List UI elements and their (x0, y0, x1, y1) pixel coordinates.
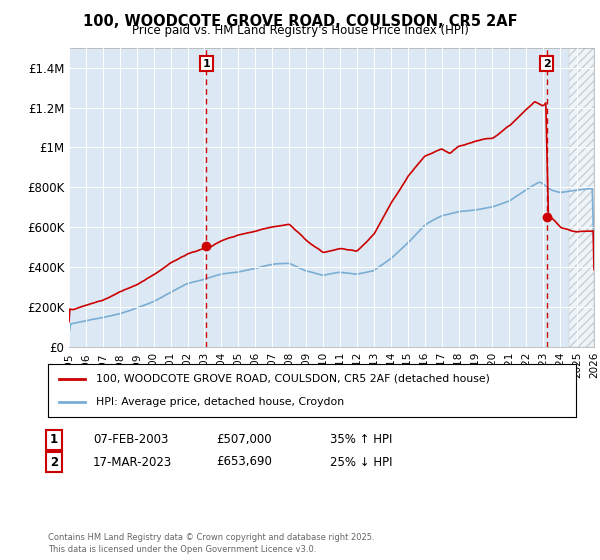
Text: 2: 2 (543, 59, 551, 68)
Text: £653,690: £653,690 (216, 455, 272, 469)
Text: 100, WOODCOTE GROVE ROAD, COULSDON, CR5 2AF (detached house): 100, WOODCOTE GROVE ROAD, COULSDON, CR5 … (95, 374, 490, 384)
Text: HPI: Average price, detached house, Croydon: HPI: Average price, detached house, Croy… (95, 397, 344, 407)
Text: 1: 1 (202, 59, 210, 68)
Text: Contains HM Land Registry data © Crown copyright and database right 2025.
This d: Contains HM Land Registry data © Crown c… (48, 533, 374, 554)
Text: Price paid vs. HM Land Registry's House Price Index (HPI): Price paid vs. HM Land Registry's House … (131, 24, 469, 37)
Text: 1: 1 (50, 433, 58, 446)
Text: 2: 2 (50, 455, 58, 469)
Bar (569, 48, 594, 347)
Text: 100, WOODCOTE GROVE ROAD, COULSDON, CR5 2AF: 100, WOODCOTE GROVE ROAD, COULSDON, CR5 … (83, 14, 517, 29)
Text: 07-FEB-2003: 07-FEB-2003 (93, 433, 169, 446)
Text: 25% ↓ HPI: 25% ↓ HPI (330, 455, 392, 469)
Text: 17-MAR-2023: 17-MAR-2023 (93, 455, 172, 469)
Text: 35% ↑ HPI: 35% ↑ HPI (330, 433, 392, 446)
Text: £507,000: £507,000 (216, 433, 272, 446)
